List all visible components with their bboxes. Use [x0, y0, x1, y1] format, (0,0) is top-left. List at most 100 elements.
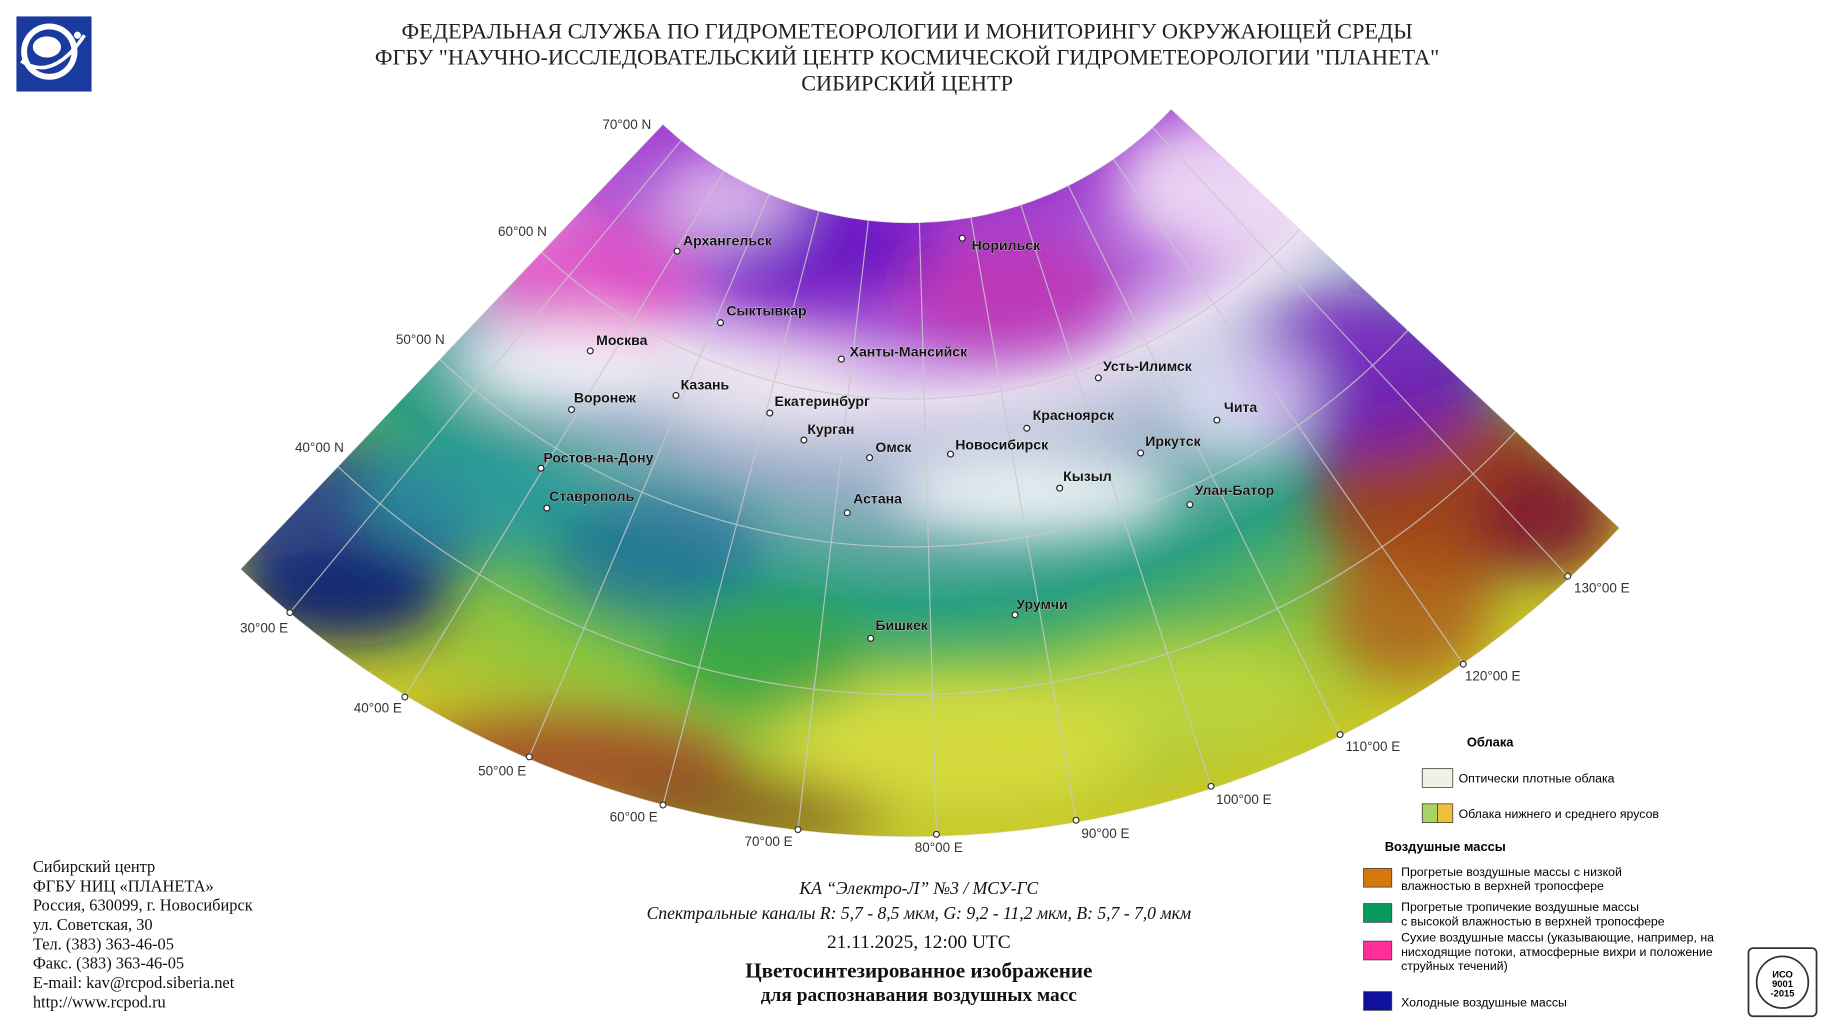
city-label: Урумчи: [1016, 596, 1068, 612]
longitude-label: 40°00 E: [354, 700, 402, 715]
legend-title: Облака: [1467, 734, 1514, 749]
city-marker: [958, 234, 966, 242]
city-marker: [672, 391, 680, 399]
city-label: Ханты-Мансийск: [850, 344, 969, 360]
city-marker: [716, 319, 725, 327]
longitude-label: 130°00 E: [1574, 581, 1630, 596]
meridian-line: [918, 216, 938, 835]
longitude-label: 100°00 E: [1216, 792, 1272, 807]
contact-line: Тел. (383) 363-46-05: [33, 934, 174, 953]
city-label: Ставрополь: [549, 488, 634, 504]
legend-label: Сухие воздушные массы (указывающие, напр…: [1401, 931, 1714, 945]
longitude-marker: [932, 830, 940, 838]
city-label: Кызыл: [1063, 468, 1112, 484]
longitude-marker: [286, 609, 294, 617]
city-label: Усть-Илимск: [1103, 358, 1193, 374]
meridian-line: [289, 135, 686, 613]
city-label: Чита: [1224, 399, 1257, 415]
header-line: ФЕДЕРАЛЬНАЯ СЛУЖБА ПО ГИДРОМЕТЕОРОЛОГИИ …: [402, 19, 1413, 44]
contact-line: Россия, 630099, г. Новосибирск: [33, 896, 253, 915]
legend-swatch: [1363, 991, 1393, 1011]
longitude-marker: [525, 753, 533, 761]
city-marker: [1137, 449, 1145, 457]
city-label: Москва: [596, 332, 647, 348]
longitude-label: 90°00 E: [1081, 826, 1129, 841]
caption-line: КА “Электро-Л” №3 / МСУ-ГС: [798, 878, 1038, 898]
contact-line: http://www.rcpod.ru: [33, 992, 166, 1011]
longitude-label: 80°00 E: [915, 840, 963, 855]
latitude-label: 60°00 N: [498, 224, 547, 239]
contact-line: Факс. (383) 363-46-05: [33, 954, 184, 973]
city-marker: [766, 409, 774, 417]
caption-line: Цветосинтезированное изображение: [745, 958, 1092, 982]
city-marker: [866, 454, 874, 462]
city-label: Новосибирск: [955, 436, 1049, 452]
contact-line: ул. Советская, 30: [33, 915, 153, 934]
latitude-label: 50°00 N: [396, 332, 445, 347]
meridian-line: [1065, 180, 1341, 735]
longitude-label: 120°00 E: [1465, 669, 1521, 684]
legend-label: Оптически плотные облака: [1459, 772, 1615, 786]
longitude-marker: [401, 693, 409, 701]
meridian-line: [969, 211, 1077, 821]
meridian-line: [1018, 199, 1212, 787]
city-label: Иркутск: [1145, 433, 1201, 449]
legend-label: струйных течений): [1401, 959, 1508, 973]
caption-line: для распознавания воздушных масс: [761, 985, 1078, 1006]
caption-line: Спектральные каналы R: 5,7 - 8,5 мкм, G:…: [647, 903, 1191, 923]
header-line: ФГБУ "НАУЧНО-ИССЛЕДОВАТЕЛЬСКИЙ ЦЕНТР КОС…: [375, 45, 1439, 70]
city-marker: [543, 504, 551, 512]
latitude-line: [439, 330, 1409, 548]
city-label: Бишкек: [875, 617, 928, 633]
meridian-line: [1109, 154, 1464, 665]
longitude-label: 30°00 E: [240, 620, 288, 635]
longitude-marker: [1564, 572, 1572, 580]
logo: [16, 16, 92, 92]
latitude-label: 40°00 N: [295, 440, 344, 455]
legend-swatch: [1421, 768, 1454, 788]
city-label: Омск: [875, 439, 912, 455]
city-marker: [1094, 374, 1102, 382]
city-marker: [1023, 424, 1031, 432]
contact-line: E-mail: kav@rcpod.siberia.net: [33, 973, 235, 992]
legend-swatch: [1363, 903, 1393, 923]
graticule: [289, 122, 1569, 835]
legend-title: Воздушные массы: [1385, 839, 1506, 854]
city-label: Красноярск: [1033, 407, 1115, 423]
meridian-line: [528, 188, 772, 758]
certificate-text: ИСО: [1772, 969, 1793, 979]
meridian-line: [1148, 122, 1569, 577]
latitude-line: [541, 229, 1301, 400]
city-label: Норильск: [972, 237, 1041, 253]
longitude-marker: [1207, 782, 1215, 790]
longitude-marker: [1459, 660, 1467, 668]
longitude-marker: [1336, 731, 1344, 739]
longitude-label: 70°00 E: [745, 834, 793, 849]
city-marker: [800, 436, 808, 444]
city-label: Архангельск: [683, 232, 773, 248]
legend-label: с высокой влажностью в верхней тропосфер…: [1401, 914, 1665, 928]
longitude-marker: [1072, 816, 1080, 824]
city-label: Курган: [807, 421, 854, 437]
city-marker: [1213, 416, 1221, 424]
city-marker: [1186, 501, 1194, 509]
city-label: Астана: [853, 490, 902, 506]
meridian-line: [797, 214, 870, 830]
longitude-label: 110°00 E: [1346, 739, 1401, 754]
certificate-text: -2015: [1771, 988, 1795, 998]
legend-label: нисходящие потоки, атмосферные вихри и п…: [1401, 945, 1713, 959]
certificate-text: 9001: [1772, 979, 1793, 989]
city-marker: [1011, 611, 1019, 619]
longitude-marker: [659, 801, 667, 809]
latitude-label: 70°00 N: [602, 117, 651, 132]
city-label: Казань: [681, 377, 730, 393]
longitude-label: 50°00 E: [478, 764, 526, 779]
legend-label: Прогретые воздушные массы с низкой: [1401, 865, 1622, 879]
legend-swatch: [1437, 803, 1454, 824]
meridian-line: [662, 205, 821, 806]
legend-swatch: [1363, 867, 1393, 888]
header-line: СИБИРСКИЙ ЦЕНТР: [801, 70, 1013, 95]
city-marker: [843, 509, 851, 517]
certificate-ring: [1755, 955, 1810, 1009]
